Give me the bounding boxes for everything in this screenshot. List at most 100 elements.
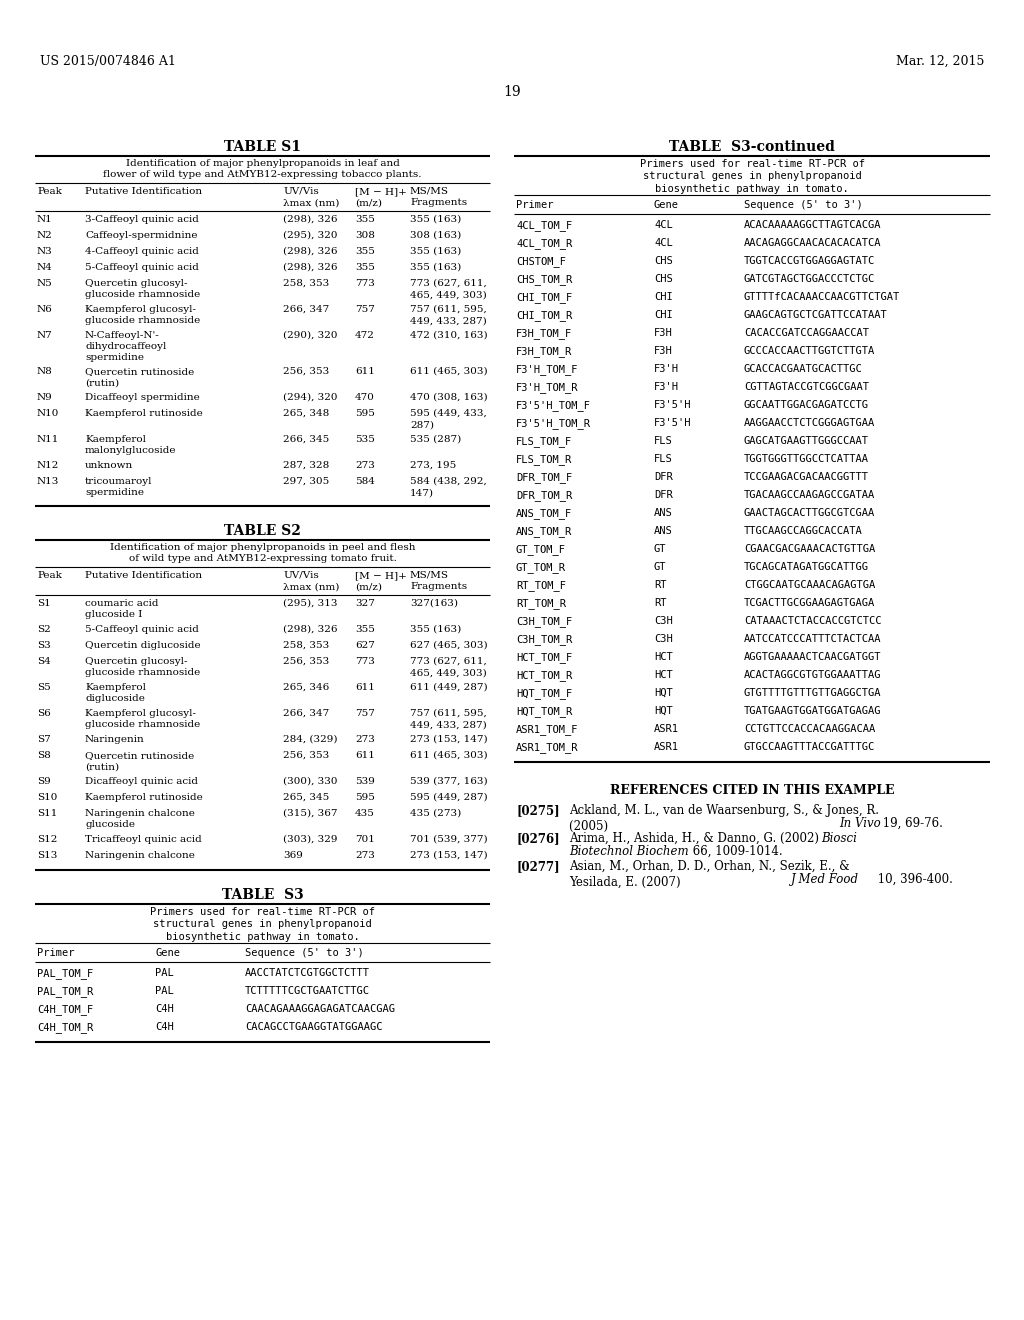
Text: 355: 355	[355, 247, 375, 256]
Text: DFR: DFR	[654, 473, 673, 482]
Text: 4CL_TOM_R: 4CL_TOM_R	[516, 238, 572, 249]
Text: N2: N2	[37, 231, 53, 240]
Text: 539: 539	[355, 777, 375, 785]
Text: N11: N11	[37, 436, 59, 444]
Text: S5: S5	[37, 682, 51, 692]
Text: 701: 701	[355, 836, 375, 843]
Text: F3H: F3H	[654, 327, 673, 338]
Text: CCTGTTCCACCACAAGGACAA: CCTGTTCCACCACAAGGACAA	[744, 723, 876, 734]
Text: tricoumaroyl
spermidine: tricoumaroyl spermidine	[85, 477, 153, 498]
Text: N7: N7	[37, 331, 53, 341]
Text: TGACAAGCCAAGAGCCGATAA: TGACAAGCCAAGAGCCGATAA	[744, 490, 876, 500]
Text: TGCAGCATAGATGGCATTGG: TGCAGCATAGATGGCATTGG	[744, 562, 869, 572]
Text: GATCGTAGCTGGACCCTCTGC: GATCGTAGCTGGACCCTCTGC	[744, 275, 876, 284]
Text: 19: 19	[503, 84, 521, 99]
Text: 308 (163): 308 (163)	[410, 231, 461, 240]
Text: ANS: ANS	[654, 508, 673, 517]
Text: (290), 320: (290), 320	[283, 331, 338, 341]
Text: J Med Food: J Med Food	[791, 873, 859, 886]
Text: Peak: Peak	[37, 187, 61, 195]
Text: DFR_TOM_R: DFR_TOM_R	[516, 490, 572, 500]
Text: N-Caffeoyl-N'-
dihydrocaffeoyl
spermidine: N-Caffeoyl-N'- dihydrocaffeoyl spermidin…	[85, 331, 166, 362]
Text: 256, 353: 256, 353	[283, 367, 330, 376]
Text: CHI: CHI	[654, 292, 673, 302]
Text: 773 (627, 611,
465, 449, 303): 773 (627, 611, 465, 449, 303)	[410, 279, 486, 300]
Text: F3H: F3H	[654, 346, 673, 356]
Text: Caffeoyl-spermidnine: Caffeoyl-spermidnine	[85, 231, 198, 240]
Text: CACACCGATCCAGGAACCAT: CACACCGATCCAGGAACCAT	[744, 327, 869, 338]
Text: 355: 355	[355, 263, 375, 272]
Text: Primer: Primer	[37, 948, 75, 958]
Text: RT_TOM_R: RT_TOM_R	[516, 598, 566, 609]
Text: Quercetin glucosyl-
glucoside rhamnoside: Quercetin glucosyl- glucoside rhamnoside	[85, 657, 201, 677]
Text: Quercetin diglucoside: Quercetin diglucoside	[85, 642, 201, 649]
Text: S9: S9	[37, 777, 51, 785]
Text: Dicaffeoyl quinic acid: Dicaffeoyl quinic acid	[85, 777, 198, 785]
Text: (295), 320: (295), 320	[283, 231, 338, 240]
Text: GTTTTfCACAAACCAACGTTCTGAT: GTTTTfCACAAACCAACGTTCTGAT	[744, 292, 900, 302]
Text: GT: GT	[654, 544, 667, 554]
Text: Quercetin glucosyl-
glucoside rhamnoside: Quercetin glucosyl- glucoside rhamnoside	[85, 279, 201, 300]
Text: ASR1: ASR1	[654, 723, 679, 734]
Text: Primers used for real-time RT-PCR of
structural genes in phenylpropanoid
biosynt: Primers used for real-time RT-PCR of str…	[150, 907, 375, 941]
Text: GT_TOM_R: GT_TOM_R	[516, 562, 566, 573]
Text: RT_TOM_F: RT_TOM_F	[516, 579, 566, 591]
Text: Putative Identification: Putative Identification	[85, 187, 202, 195]
Text: RT: RT	[654, 579, 667, 590]
Text: TABLE  S3: TABLE S3	[221, 888, 303, 902]
Text: F3'5'H_TOM_R: F3'5'H_TOM_R	[516, 418, 591, 429]
Text: Naringenin chalcone
glucoside: Naringenin chalcone glucoside	[85, 809, 195, 829]
Text: Sequence (5' to 3'): Sequence (5' to 3')	[744, 201, 863, 210]
Text: 595: 595	[355, 793, 375, 803]
Text: (315), 367: (315), 367	[283, 809, 338, 818]
Text: AGGTGAAAAACTCAACGATGGT: AGGTGAAAAACTCAACGATGGT	[744, 652, 882, 663]
Text: Biosci: Biosci	[821, 832, 857, 845]
Text: Quercetin rutinoside
(rutin): Quercetin rutinoside (rutin)	[85, 751, 195, 771]
Text: TCGACTTGCGGAAGAGTGAGA: TCGACTTGCGGAAGAGTGAGA	[744, 598, 876, 609]
Text: C3H: C3H	[654, 616, 673, 626]
Text: (298), 326: (298), 326	[283, 263, 338, 272]
Text: S10: S10	[37, 793, 57, 803]
Text: 701 (539, 377): 701 (539, 377)	[410, 836, 487, 843]
Text: PAL: PAL	[155, 986, 174, 997]
Text: TCTTTTTCGCTGAATCTTGC: TCTTTTTCGCTGAATCTTGC	[245, 986, 370, 997]
Text: FLS_TOM_F: FLS_TOM_F	[516, 436, 572, 447]
Text: Putative Identification: Putative Identification	[85, 572, 202, 579]
Text: Gene: Gene	[155, 948, 180, 958]
Text: 470 (308, 163): 470 (308, 163)	[410, 393, 487, 403]
Text: 66, 1009-1014.: 66, 1009-1014.	[689, 845, 782, 858]
Text: PAL: PAL	[155, 968, 174, 978]
Text: 535: 535	[355, 436, 375, 444]
Text: CHS: CHS	[654, 275, 673, 284]
Text: CHI: CHI	[654, 310, 673, 319]
Text: 757: 757	[355, 709, 375, 718]
Text: 757 (611, 595,
449, 433, 287): 757 (611, 595, 449, 433, 287)	[410, 709, 486, 729]
Text: 611 (465, 303): 611 (465, 303)	[410, 367, 487, 376]
Text: Tricaffeoyl quinic acid: Tricaffeoyl quinic acid	[85, 836, 202, 843]
Text: [0276]: [0276]	[516, 832, 560, 845]
Text: 19, 69-76.: 19, 69-76.	[879, 817, 943, 830]
Text: GT_TOM_F: GT_TOM_F	[516, 544, 566, 554]
Text: 10, 396-400.: 10, 396-400.	[874, 873, 953, 886]
Text: (300), 330: (300), 330	[283, 777, 338, 785]
Text: 757: 757	[355, 305, 375, 314]
Text: N9: N9	[37, 393, 53, 403]
Text: ASR1_TOM_R: ASR1_TOM_R	[516, 742, 579, 752]
Text: (298), 326: (298), 326	[283, 247, 338, 256]
Text: C3H_TOM_F: C3H_TOM_F	[516, 616, 572, 627]
Text: S13: S13	[37, 851, 57, 861]
Text: 472: 472	[355, 331, 375, 341]
Text: Identification of major phenylpropanoids in leaf and
flower of wild type and AtM: Identification of major phenylpropanoids…	[103, 158, 422, 180]
Text: Quercetin rutinoside
(rutin): Quercetin rutinoside (rutin)	[85, 367, 195, 387]
Text: HQT_TOM_F: HQT_TOM_F	[516, 688, 572, 698]
Text: HCT_TOM_F: HCT_TOM_F	[516, 652, 572, 663]
Text: 595: 595	[355, 409, 375, 418]
Text: US 2015/0074846 A1: US 2015/0074846 A1	[40, 55, 176, 69]
Text: UV/Vis
λmax (nm): UV/Vis λmax (nm)	[283, 572, 339, 591]
Text: 265, 345: 265, 345	[283, 793, 330, 803]
Text: Kaempferol rutinoside: Kaempferol rutinoside	[85, 793, 203, 803]
Text: S12: S12	[37, 836, 57, 843]
Text: N5: N5	[37, 279, 53, 288]
Text: 327: 327	[355, 599, 375, 609]
Text: 273 (153, 147): 273 (153, 147)	[410, 851, 487, 861]
